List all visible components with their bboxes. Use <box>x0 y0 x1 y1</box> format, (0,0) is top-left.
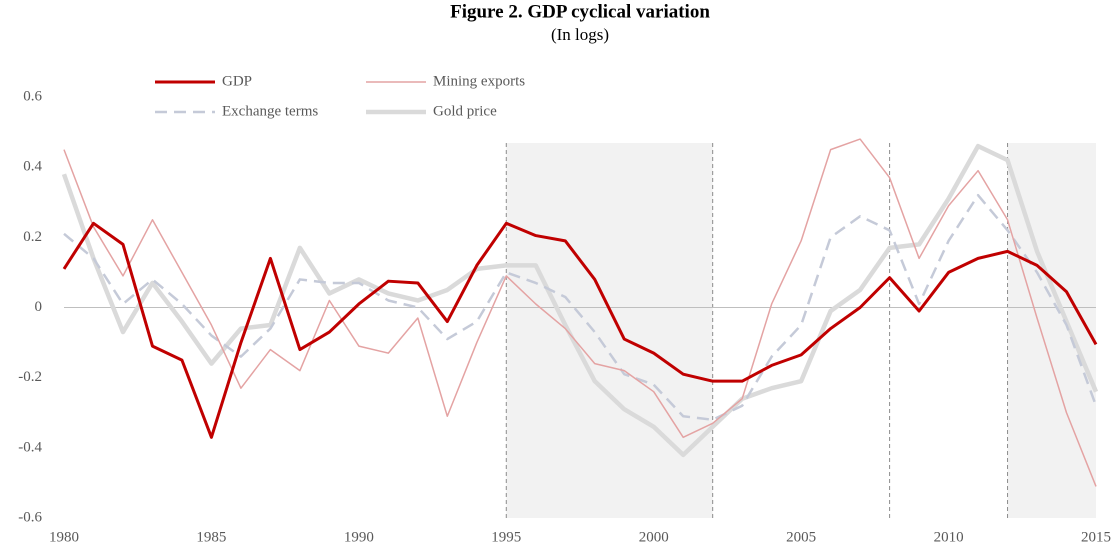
series-line <box>63 138 1097 487</box>
y-tick-label: 0.2 <box>23 229 42 245</box>
y-tick-label: 0 <box>35 299 43 315</box>
x-tick-label: 1980 <box>49 529 79 545</box>
x-tick-label: 2005 <box>786 529 816 545</box>
x-tick-label: 1990 <box>344 529 374 545</box>
x-tick-label: 2010 <box>934 529 964 545</box>
x-tick-label: 2000 <box>639 529 669 545</box>
legend-label: Mining exports <box>433 73 525 89</box>
legend-label: Gold price <box>433 103 497 119</box>
legend-label: Exchange terms <box>222 103 318 119</box>
y-tick-label: -0.2 <box>18 369 42 385</box>
shaded-region <box>506 143 713 518</box>
chart-subtitle: (In logs) <box>551 25 609 44</box>
y-tick-label: -0.6 <box>18 509 42 525</box>
series-line <box>61 143 1099 458</box>
y-tick-label: 0.6 <box>23 88 42 104</box>
series-line <box>63 193 1098 422</box>
series-line <box>62 221 1098 439</box>
chart-title: Figure 2. GDP cyclical variation <box>450 1 710 22</box>
x-tick-label: 1995 <box>491 529 521 545</box>
x-tick-label: 2015 <box>1081 529 1111 545</box>
x-tick-label: 1985 <box>196 529 226 545</box>
y-tick-label: 0.4 <box>23 159 42 175</box>
legend-label: GDP <box>222 73 252 89</box>
y-tick-label: -0.4 <box>18 439 42 455</box>
